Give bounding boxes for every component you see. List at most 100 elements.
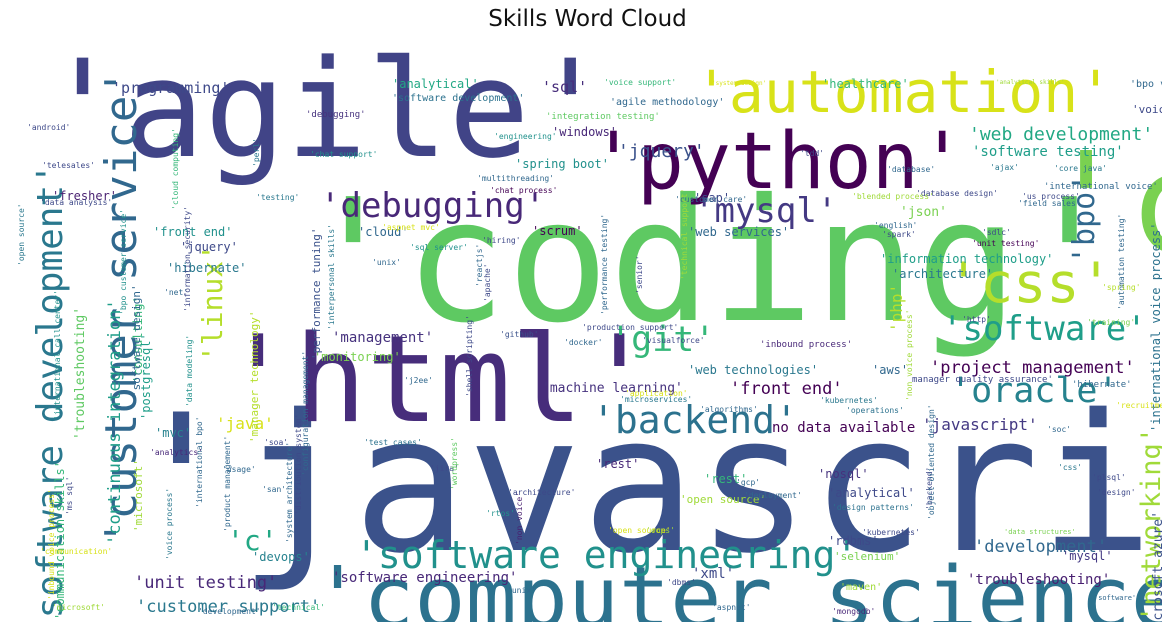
word-158: 'san' xyxy=(262,485,286,494)
word-75: 'mvc' xyxy=(155,426,191,440)
word-5: 'computer science' xyxy=(312,549,1162,622)
word-48: 'software engineering' xyxy=(332,570,517,586)
word-190: 'bpo customer service' xyxy=(119,209,128,315)
word-111: 'docker' xyxy=(564,338,603,347)
word-119: 'distribution system' xyxy=(294,414,303,515)
word-81: 'selenium' xyxy=(834,550,900,563)
word-109: 'jira' xyxy=(430,464,459,473)
word-67: 'cloud' xyxy=(358,225,409,239)
word-186: 'dbms' xyxy=(667,578,696,587)
word-50: 'c' xyxy=(227,524,278,557)
word-10: 'software development' xyxy=(30,163,71,622)
word-92: 'debugging' xyxy=(306,110,366,120)
word-159: 'usage' xyxy=(222,465,256,474)
word-57: 'front end' xyxy=(153,225,232,239)
word-125: 'performance testing' xyxy=(600,214,609,315)
word-133: 'http' xyxy=(962,315,991,324)
word-128: 'ajax' xyxy=(990,163,1019,172)
word-126: 'database design' xyxy=(916,189,998,198)
word-110: 'github' xyxy=(500,330,539,339)
word-43: 'continuous integration' xyxy=(105,299,125,545)
word-169: 'chat process' xyxy=(490,186,557,195)
word-189: 'inbound voice process' xyxy=(47,489,56,600)
word-62: 'sap' xyxy=(694,191,730,205)
word-79: 'nosql' xyxy=(818,467,869,481)
word-83: 'open source' xyxy=(680,493,766,506)
word-91: 'engineering' xyxy=(494,132,557,141)
word-100: 'inbound process' xyxy=(760,340,852,350)
word-19: 'linux' xyxy=(196,244,229,362)
word-61: 'postgresql' xyxy=(139,333,153,420)
word-175: 'apache' xyxy=(483,263,492,302)
word-30: 'javascript' xyxy=(922,415,1038,434)
word-182: 'non voice process' xyxy=(905,309,914,401)
word-106: 'backend' xyxy=(925,467,934,510)
word-134: 'training' xyxy=(1087,318,1135,327)
word-164: 'us process' xyxy=(1022,192,1080,201)
word-171: 'telesales' xyxy=(42,161,95,170)
word-6: 'automation' xyxy=(694,58,1113,126)
word-176: 'senior' xyxy=(635,255,644,294)
word-166: 'database' xyxy=(887,165,935,174)
word-41: 'information technology' xyxy=(880,252,1053,266)
word-29: 'front end' xyxy=(730,379,843,399)
word-28: 'project management' xyxy=(930,358,1135,378)
word-185: 'oops' xyxy=(646,526,675,535)
word-55: 'rdbms' xyxy=(828,534,879,548)
word-137: 'cloud computing' xyxy=(171,128,180,210)
word-34: 'healthcare' xyxy=(822,77,909,91)
word-18: 'networking' xyxy=(1136,427,1162,622)
word-64: 'spring boot' xyxy=(515,157,609,171)
word-162: 'spark' xyxy=(882,230,916,239)
chart-title: Skills Word Cloud xyxy=(488,6,687,32)
word-114: 'mongodb' xyxy=(832,607,875,616)
word-151: 'deployment' xyxy=(744,491,802,500)
word-147: 'css' xyxy=(1058,463,1082,472)
word-178: 'visualforce' xyxy=(642,336,705,345)
word-21: 'jquery' xyxy=(618,141,705,162)
word-136: 'testing' xyxy=(256,193,299,202)
word-32: 'troubleshooting' xyxy=(967,572,1110,588)
word-141: 'net' xyxy=(164,288,188,297)
word-82: 'maven' xyxy=(840,582,882,593)
word-7: 'c' xyxy=(1044,123,1162,286)
word-188: 'system architecture' xyxy=(285,442,294,543)
word-38: 'monitoring' xyxy=(314,350,401,364)
word-167: 'tdd' xyxy=(800,149,824,158)
word-45: 'communication skills' xyxy=(53,461,67,620)
word-105: 'hibernate' xyxy=(1072,380,1132,390)
word-56: 'fresher' xyxy=(52,189,117,203)
word-95: 'voice support' xyxy=(604,78,676,87)
word-163: 'field sales' xyxy=(1018,199,1081,208)
word-120: 'configuration management' xyxy=(301,351,310,476)
word-12: 'debugging' xyxy=(320,186,545,226)
word-183: 'recruitment' xyxy=(1116,401,1162,410)
word-122: 'customer care' xyxy=(675,195,747,204)
word-84: no data available xyxy=(772,420,915,436)
word-118: 'product management' xyxy=(223,436,232,532)
word-138: 'data analysis' xyxy=(40,198,112,207)
word-78: 'rest' xyxy=(596,457,639,471)
word-11: 'backend' xyxy=(592,398,798,442)
word-113: 'aspnet' xyxy=(712,603,751,612)
word-130: 'sdlc' xyxy=(982,228,1011,237)
word-17: 'mysql' xyxy=(694,191,837,231)
word-152: 'data structures' xyxy=(1004,528,1076,536)
word-77: 'rest' xyxy=(704,472,747,486)
word-155: 'technical' xyxy=(272,603,325,612)
word-40: 'software testing' xyxy=(972,144,1124,160)
word-44: 'troubleshooting' xyxy=(73,307,88,440)
word-42: 'architecture' xyxy=(892,267,993,281)
word-96: 'system design' xyxy=(712,80,766,87)
word-192: 'open source' xyxy=(608,526,671,535)
word-148: 'plsql' xyxy=(1092,473,1126,482)
word-108: 'test cases' xyxy=(364,438,422,447)
word-179: 'application' xyxy=(625,389,688,398)
word-37: 'management' xyxy=(332,330,433,346)
word-35: 'sql' xyxy=(542,78,587,96)
word-145: 'voice process' xyxy=(165,488,174,560)
word-150: 'gcp' xyxy=(736,478,760,487)
word-170: 'chat support' xyxy=(310,150,377,159)
word-142: 'soa' xyxy=(264,438,288,447)
word-25: 'application development' xyxy=(52,621,293,622)
